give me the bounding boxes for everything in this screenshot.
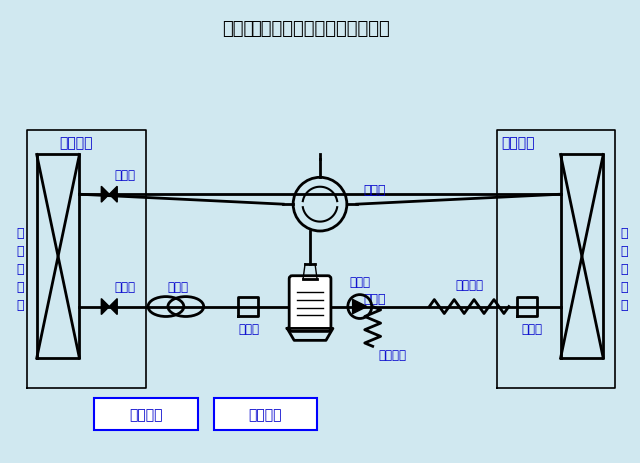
Text: 热泵型: 热泵型 xyxy=(223,20,255,38)
Text: 热泵型分体挂壁机工作原理图: 热泵型分体挂壁机工作原理图 xyxy=(250,20,390,38)
Text: 室
内
换
热
器: 室 内 换 热 器 xyxy=(16,227,24,312)
Text: 主毛细管: 主毛细管 xyxy=(455,279,483,292)
Polygon shape xyxy=(109,299,117,315)
Text: 消声器: 消声器 xyxy=(167,281,188,294)
Text: 副毛细管: 副毛细管 xyxy=(379,348,406,361)
Text: 室外机组: 室外机组 xyxy=(501,136,534,150)
FancyBboxPatch shape xyxy=(289,276,331,332)
Text: 截止阀: 截止阀 xyxy=(114,281,135,294)
Polygon shape xyxy=(101,299,109,315)
Text: 过滤器: 过滤器 xyxy=(238,322,259,335)
Text: 压缩机: 压缩机 xyxy=(364,293,386,306)
FancyBboxPatch shape xyxy=(94,398,198,430)
Polygon shape xyxy=(353,300,367,314)
Text: 截止阀: 截止阀 xyxy=(114,169,135,181)
FancyBboxPatch shape xyxy=(214,398,317,430)
Text: 换向器: 换向器 xyxy=(364,183,386,196)
Polygon shape xyxy=(101,187,109,203)
Text: 室内机组: 室内机组 xyxy=(60,136,93,150)
Text: 室
外
换
热
器: 室 外 换 热 器 xyxy=(620,227,628,312)
Text: 止回阀: 止回阀 xyxy=(349,275,371,288)
Text: 过滤器: 过滤器 xyxy=(521,322,542,335)
Text: 制冷工况: 制冷工况 xyxy=(129,407,163,421)
Text: 制热工况: 制热工况 xyxy=(248,407,282,421)
Polygon shape xyxy=(109,187,117,203)
